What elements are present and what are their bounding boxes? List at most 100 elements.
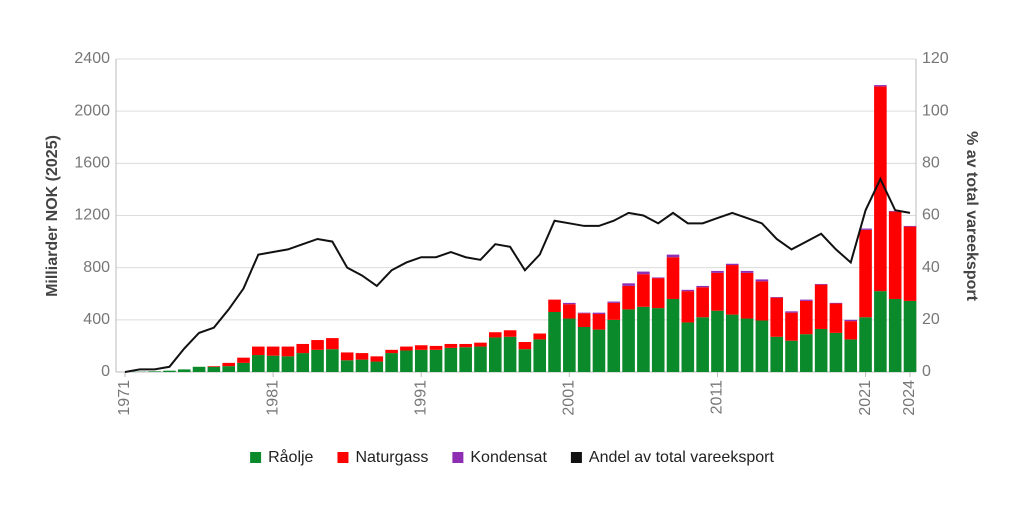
bar-segment: [356, 360, 369, 372]
y-tick-label: 2000: [74, 102, 110, 119]
bar-segment: [904, 301, 917, 372]
bar-segment: [815, 284, 828, 285]
bar-segment: [711, 271, 724, 273]
legend-swatch: [337, 452, 348, 463]
bar-segment: [667, 299, 680, 372]
bar-segment: [178, 369, 191, 372]
x-tick-label: 2001: [561, 380, 578, 416]
bar-segment: [800, 334, 813, 372]
legend-label: Råolje: [268, 448, 313, 466]
bar-segment: [578, 313, 591, 327]
y-tick-label: 0: [101, 363, 110, 380]
bar-segment: [326, 349, 339, 372]
legend-swatch: [452, 452, 463, 463]
bar-segment: [711, 311, 724, 372]
bar-segment: [415, 345, 428, 350]
bar-segment: [756, 320, 769, 372]
bar-segment: [830, 304, 843, 333]
bar-segment: [593, 314, 606, 330]
bar-segment: [682, 322, 695, 372]
bar-segment: [519, 349, 532, 372]
bar-segment: [148, 371, 161, 372]
bar-segment: [267, 347, 280, 356]
bar-segment: [208, 367, 221, 372]
bar-segment: [785, 341, 798, 372]
bar-segment: [296, 353, 309, 372]
bar-segment: [815, 329, 828, 372]
bar-segment: [785, 311, 798, 312]
bar-segment: [637, 274, 650, 307]
bar-segment: [400, 347, 413, 351]
bar-segment: [504, 330, 517, 337]
bar-segment: [652, 308, 665, 372]
bar-segment: [637, 272, 650, 275]
bar-segment: [252, 355, 265, 372]
bar-segment: [741, 273, 754, 319]
y-axis-label: Milliarder NOK (2025): [44, 135, 61, 297]
bar-segment: [459, 344, 472, 347]
bar-segment: [445, 344, 458, 348]
bar-segment: [252, 347, 265, 355]
bar-segment: [859, 317, 872, 372]
bar-segment: [311, 350, 324, 372]
bar-segment: [844, 320, 857, 321]
y-tick-label: 400: [83, 311, 110, 328]
bar-segment: [622, 286, 635, 309]
y2-tick-label: 40: [922, 259, 940, 276]
bar-segment: [459, 347, 472, 372]
bar-segment: [770, 298, 783, 337]
bar-segment: [326, 338, 339, 349]
bar-segment: [770, 297, 783, 298]
y-tick-label: 1600: [74, 155, 110, 172]
y2-tick-label: 120: [922, 50, 949, 67]
bar-segment: [370, 356, 383, 361]
bar-segment: [652, 278, 665, 308]
bar-segment: [607, 320, 620, 372]
bar-segment: [356, 353, 369, 360]
y2-tick-label: 20: [922, 311, 940, 328]
bar-segment: [237, 363, 250, 372]
bar-segment: [430, 346, 443, 350]
y-tick-label: 800: [83, 259, 110, 276]
x-tick-label: 2024: [901, 380, 918, 416]
bar-segment: [533, 334, 546, 340]
bar-segment: [711, 273, 724, 311]
bar-segment: [622, 309, 635, 372]
bar-segment: [578, 313, 591, 314]
bar-segment: [770, 337, 783, 372]
bar-segment: [696, 317, 709, 372]
legend-swatch: [571, 452, 582, 463]
bar-segment: [282, 347, 295, 357]
bar-segment: [682, 291, 695, 322]
bar-segment: [637, 307, 650, 372]
y2-tick-label: 100: [922, 102, 949, 119]
bar-segment: [415, 350, 428, 372]
bar-segment: [474, 343, 487, 347]
bar-segment: [267, 356, 280, 372]
y-tick-label: 1200: [74, 207, 110, 224]
bar-segment: [474, 347, 487, 372]
bar-segment: [222, 363, 235, 366]
bar-segment: [830, 303, 843, 304]
bar-segment: [548, 312, 561, 372]
bar-segment: [622, 283, 635, 286]
bar-segment: [844, 321, 857, 339]
bar-segment: [726, 265, 739, 315]
bar-segment: [563, 319, 576, 372]
bar-segment: [193, 367, 206, 372]
bar-segment: [548, 300, 561, 312]
bar-segment: [489, 337, 502, 372]
bar-segment: [726, 315, 739, 372]
bar-segment: [874, 291, 887, 372]
bar-segment: [607, 302, 620, 303]
bar-segment: [222, 366, 235, 372]
bar-segment: [667, 257, 680, 299]
bar-segment: [652, 277, 665, 278]
y2-tick-label: 80: [922, 155, 940, 172]
legend-label: Naturgass: [355, 449, 428, 466]
bar-segment: [385, 353, 398, 372]
legend-label: Kondensat: [470, 449, 547, 466]
y2-tick-label: 0: [922, 363, 931, 380]
